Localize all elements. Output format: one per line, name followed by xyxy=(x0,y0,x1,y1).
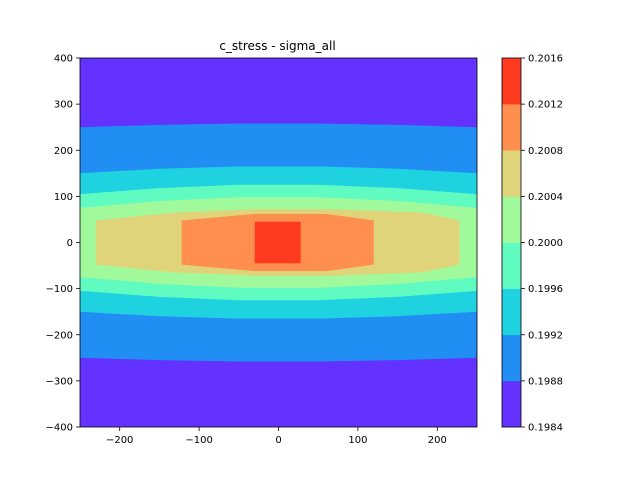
y-tick-label: 0 xyxy=(67,238,73,249)
y-tick-label: −400 xyxy=(46,423,73,434)
colorbar-tick-label: 0.1984 xyxy=(528,423,563,434)
y-axis: −400 −300 −200 −100 0 100 200 300 400 xyxy=(46,54,80,434)
y-tick-label: 100 xyxy=(54,192,73,203)
y-tick-label: −100 xyxy=(46,284,73,295)
colorbar-tick-label: 0.2016 xyxy=(528,54,563,65)
x-tick-label: 200 xyxy=(428,435,447,446)
colorbar-swatch xyxy=(502,150,521,197)
y-tick-label: −200 xyxy=(46,330,73,341)
plot-area xyxy=(79,57,478,428)
colorbar-tick-label: 0.2000 xyxy=(528,238,563,249)
colorbar-swatch xyxy=(502,242,521,289)
colorbar-tick-label: 0.1988 xyxy=(528,376,563,387)
colorbar-tick-label: 0.2008 xyxy=(528,146,563,157)
colorbar-tick-label: 0.2012 xyxy=(528,100,563,111)
y-tick-label: 300 xyxy=(54,100,73,111)
chart-title: c_stress - sigma_all xyxy=(219,39,335,53)
x-tick-label: 100 xyxy=(348,435,367,446)
x-axis: −200 −100 0 100 200 xyxy=(106,427,447,446)
colorbar-tick-label: 0.1992 xyxy=(528,330,563,341)
colorbar-swatch xyxy=(502,288,521,336)
y-tick-label: −300 xyxy=(46,376,73,387)
colorbar-swatch xyxy=(502,380,521,428)
colorbar-tick-label: 0.1996 xyxy=(528,284,563,295)
x-tick-label: −200 xyxy=(106,435,133,446)
colorbar-swatch xyxy=(502,58,521,105)
colorbar-swatch xyxy=(502,196,521,243)
colorbar-tick-label: 0.2004 xyxy=(528,192,563,203)
x-tick-label: −100 xyxy=(185,435,212,446)
colorbar-swatch xyxy=(502,104,521,151)
x-tick-label: 0 xyxy=(275,435,281,446)
colorbar: 0.1984 0.1988 0.1992 0.1996 0.2000 0.2004 0.20… xyxy=(501,54,563,434)
contour-band-7 xyxy=(254,221,301,264)
y-tick-label: 400 xyxy=(54,54,73,65)
colorbar-swatch xyxy=(502,334,521,382)
y-tick-label: 200 xyxy=(54,146,73,157)
